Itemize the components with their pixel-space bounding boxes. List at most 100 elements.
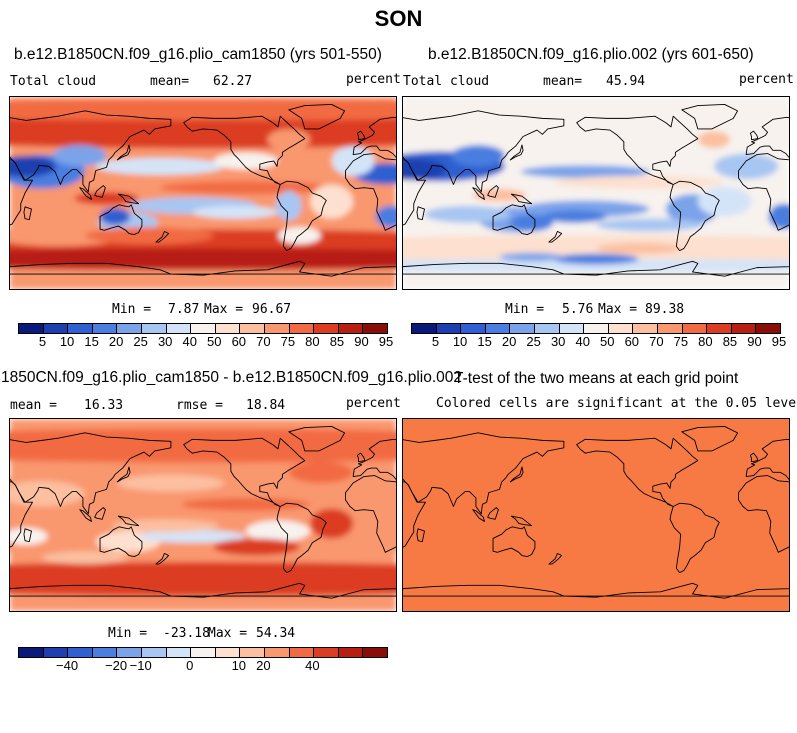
field-blob (424, 205, 511, 223)
field-blob (697, 131, 731, 149)
coastline (10, 584, 172, 597)
coastline (510, 515, 533, 527)
coastline (472, 187, 485, 200)
colorbar-tick: 15 (477, 334, 492, 349)
colorbar-swatch (19, 648, 44, 657)
field-blob (111, 519, 220, 533)
coastline (749, 452, 759, 463)
colorbar-tick: 20 (501, 334, 517, 349)
coastline (403, 584, 565, 597)
colorbar-tick: 30 (157, 334, 173, 349)
panel1-units: percent (346, 72, 401, 87)
colorbar-swatch (68, 648, 93, 657)
field-blob (288, 461, 354, 484)
colorbar-tick: 95 (378, 334, 394, 349)
coastline (563, 260, 789, 277)
field-blob (10, 248, 396, 270)
panel2-units: percent (739, 72, 794, 87)
colorbar-swatch (534, 324, 560, 333)
coastline (183, 437, 306, 507)
colorbar-swatch (510, 324, 535, 333)
coastline (10, 262, 172, 275)
field-blob (553, 253, 639, 265)
colorbar-tick: 90 (747, 334, 762, 349)
panel1-max-label: Max = (204, 302, 244, 317)
colorbar-swatch (314, 324, 339, 333)
coastline (170, 260, 396, 277)
colorbar-tick: 25 (526, 334, 541, 349)
page-title: SON (374, 6, 423, 31)
colorbar-swatch (314, 648, 339, 657)
coastline (492, 526, 536, 558)
colorbar-tick: −20 (105, 658, 128, 673)
field-blob (596, 243, 682, 254)
field-blob (697, 186, 752, 217)
colorbar-tick: 70 (256, 334, 271, 349)
colorbar-tick: 40 (305, 658, 320, 673)
panel2-colorbar (411, 323, 781, 334)
colorbar-swatch (436, 324, 462, 333)
colorbar-swatch (215, 324, 241, 333)
coastline (681, 425, 739, 452)
panel1-colorbar-ticks: 5 10 15 20 25 30 40 50 60 70 75 80 85 90 95 (18, 334, 393, 352)
coastline (10, 481, 33, 548)
colorbar-swatch (191, 324, 216, 333)
coastline (548, 230, 563, 243)
coastline (155, 230, 170, 243)
coastline (117, 515, 140, 527)
panel1-min-value: 7.87 (168, 302, 200, 317)
field-blob (95, 157, 225, 175)
coastline (403, 110, 565, 193)
coastline (576, 115, 699, 185)
coastline (487, 185, 499, 198)
colorbar-swatch (338, 324, 364, 333)
colorbar-tick: 80 (305, 334, 320, 349)
panel3-rmse-label: rmse = (176, 398, 223, 413)
panel4-subtitle: Colored cells are significant at the 0.0… (436, 396, 797, 411)
colorbar-swatch (43, 648, 69, 657)
colorbar-swatch (363, 324, 387, 333)
colorbar-swatch (289, 648, 315, 657)
panel3-colorbar (18, 647, 388, 658)
colorbar-tick: −10 (129, 658, 152, 673)
colorbar-swatch (264, 324, 290, 333)
coastline (155, 552, 170, 565)
panel2-title: b.e12.B1850CN.f09_g16.plio.002 (yrs 601-… (428, 46, 754, 63)
colorbar-swatch (43, 324, 69, 333)
field-blob (100, 207, 131, 225)
colorbar-tick: 10 (231, 658, 247, 673)
colorbar-tick: 70 (649, 334, 664, 349)
field-blob (10, 527, 48, 545)
field-blob (713, 153, 779, 180)
colorbar-swatch (756, 324, 780, 333)
field-blob (542, 210, 607, 223)
panel1-mean-value: 62.27 (213, 74, 253, 89)
field-blob (472, 188, 527, 202)
coastline (356, 130, 366, 141)
panel2-variable: Total cloud (403, 74, 490, 89)
panel4-title: T-test of the two means at each grid poi… (454, 370, 739, 387)
field-blob (213, 538, 300, 556)
colorbar-swatch (461, 324, 486, 333)
field-blob (213, 152, 279, 170)
colorbar-swatch (117, 324, 142, 333)
colorbar-tick: 40 (182, 334, 197, 349)
significance-field (403, 419, 789, 611)
colorbar-tick: 50 (207, 334, 222, 349)
coastline (356, 452, 366, 463)
panel3-colorbar-ticks: −40 −20 −10 0 10 20 40 (18, 658, 386, 676)
coastline (116, 144, 131, 161)
panel3-units: percent (346, 396, 401, 411)
colorbar-tick: 75 (280, 334, 296, 349)
panel3-mean-label: mean = (10, 398, 57, 413)
coastline (669, 502, 720, 574)
colorbar-swatch (412, 324, 437, 333)
colorbar-swatch (707, 324, 732, 333)
coastline (183, 115, 306, 185)
field-blob (85, 227, 214, 245)
field-blob (375, 205, 396, 228)
field-blob (403, 158, 446, 181)
field-blob (520, 165, 650, 179)
colorbar-tick: 60 (624, 334, 640, 349)
panel2-min-label: Min = (505, 302, 545, 317)
